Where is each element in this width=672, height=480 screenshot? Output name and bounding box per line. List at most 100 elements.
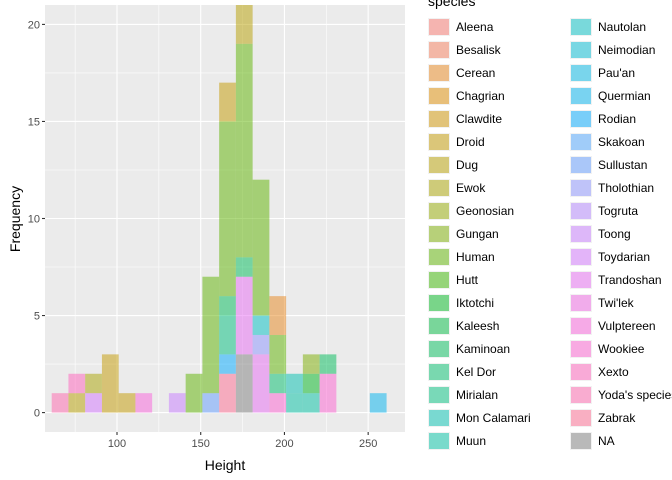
legend-label: Droid (456, 135, 485, 149)
legend-swatch (429, 226, 449, 242)
bar-segment (269, 334, 287, 374)
bar-segment (252, 334, 270, 355)
legend-item: Mon Calamari (428, 409, 531, 427)
legend-item: Togruta (570, 202, 638, 220)
legend-label: Skakoan (598, 135, 645, 149)
bar-segment (302, 373, 320, 394)
y-tick-label: 15 (28, 116, 40, 128)
legend-label: Xexto (598, 365, 629, 379)
bar-segment (286, 373, 303, 394)
legend-label: Toydarian (598, 250, 650, 264)
legend-item: Chagrian (428, 87, 505, 105)
bar-segment (101, 354, 119, 413)
legend-swatch (571, 42, 591, 58)
bar-segment (269, 296, 287, 335)
legend-label: Chagrian (456, 89, 505, 103)
bar-segment (235, 257, 253, 277)
legend-swatch (429, 180, 449, 196)
legend-label: Togruta (598, 204, 638, 218)
legend-item: Trandoshan (570, 271, 662, 289)
legend-item: Wookiee (570, 340, 645, 358)
legend-item: NA (570, 432, 615, 450)
legend-title: species (428, 0, 475, 9)
y-axis-title: Frequency (7, 186, 23, 252)
legend-item: Pau'an (570, 64, 635, 82)
bar-segment (235, 5, 253, 44)
legend-item: Toydarian (570, 248, 650, 266)
bar-segment (269, 393, 287, 413)
legend-label: Pau'an (598, 66, 635, 80)
legend-label: Hutt (456, 273, 479, 287)
legend-swatch (429, 157, 449, 173)
bar-segment (235, 43, 253, 258)
bar-segment (185, 373, 203, 413)
legend-swatch (429, 341, 449, 357)
bar-segment (219, 82, 236, 122)
bar-segment (319, 373, 337, 413)
legend-item: Dug (428, 156, 478, 174)
bar-segment (202, 393, 220, 413)
legend-swatch (571, 19, 591, 35)
legend-swatch (429, 203, 449, 219)
legend-item: Xexto (570, 363, 629, 381)
legend-item: Kel Dor (428, 363, 496, 381)
legend-label: Rodian (598, 112, 636, 126)
legend-swatch (571, 341, 591, 357)
legend-label: Dug (456, 158, 478, 172)
legend-swatch (571, 387, 591, 403)
legend-swatch (571, 318, 591, 334)
legend-item: Neimodian (570, 41, 655, 59)
legend-label: Sullustan (598, 158, 647, 172)
legend-swatch (429, 42, 449, 58)
legend-label: Mirialan (456, 388, 498, 402)
x-tick-label: 100 (108, 438, 126, 450)
legend-label: Wookiee (598, 342, 645, 356)
legend-item: Twi'lek (570, 294, 635, 312)
bar-segment (219, 296, 236, 316)
bar-segment (235, 276, 253, 355)
legend-item: Mirialan (428, 386, 498, 404)
legend-swatch (429, 387, 449, 403)
legend-item: Iktotchi (428, 294, 494, 312)
legend-swatch (571, 134, 591, 150)
legend-swatch (571, 180, 591, 196)
legend-swatch (429, 295, 449, 311)
legend-label: Geonosian (456, 204, 514, 218)
legend-item: Zabrak (570, 409, 636, 427)
legend-label: Kaleesh (456, 319, 499, 333)
bar-segment (118, 393, 136, 413)
legend-item: Aleena (428, 18, 494, 36)
x-axis-ticks: 100 150 200 250 (108, 432, 377, 450)
legend-label: Muun (456, 434, 486, 448)
legend-swatch (429, 134, 449, 150)
y-tick-label: 10 (28, 214, 40, 226)
bars-layer (51, 5, 387, 413)
legend-item: Gungan (428, 225, 499, 243)
bar-segment (252, 179, 270, 316)
legend-label: Kel Dor (456, 365, 496, 379)
bar-segment (219, 315, 236, 355)
legend-label: Zabrak (598, 411, 636, 425)
legend-swatch (429, 111, 449, 127)
y-tick-label: 5 (34, 311, 40, 323)
legend-label: Toong (598, 227, 631, 241)
bar-segment (369, 393, 387, 413)
legend-swatch (571, 157, 591, 173)
x-tick-label: 150 (192, 438, 210, 450)
legend-label: NA (598, 434, 615, 448)
legend-swatch (429, 65, 449, 81)
legend-label: Iktotchi (456, 296, 494, 310)
y-axis-ticks: 0 5 10 15 20 (28, 19, 45, 420)
legend-item: Vulptereen (570, 317, 656, 335)
legend-swatch (429, 272, 449, 288)
legend-item: Toong (570, 225, 631, 243)
legend-item: Kaleesh (428, 317, 499, 335)
legend-label: Besalisk (456, 43, 502, 57)
legend-item: Besalisk (428, 41, 502, 59)
legend-item: Cerean (428, 64, 495, 82)
legend-swatch (571, 433, 591, 449)
legend-label: Nautolan (598, 20, 646, 34)
legend-label: Human (456, 250, 495, 264)
x-tick-label: 250 (359, 438, 377, 450)
legend-item: Rodian (570, 110, 636, 128)
